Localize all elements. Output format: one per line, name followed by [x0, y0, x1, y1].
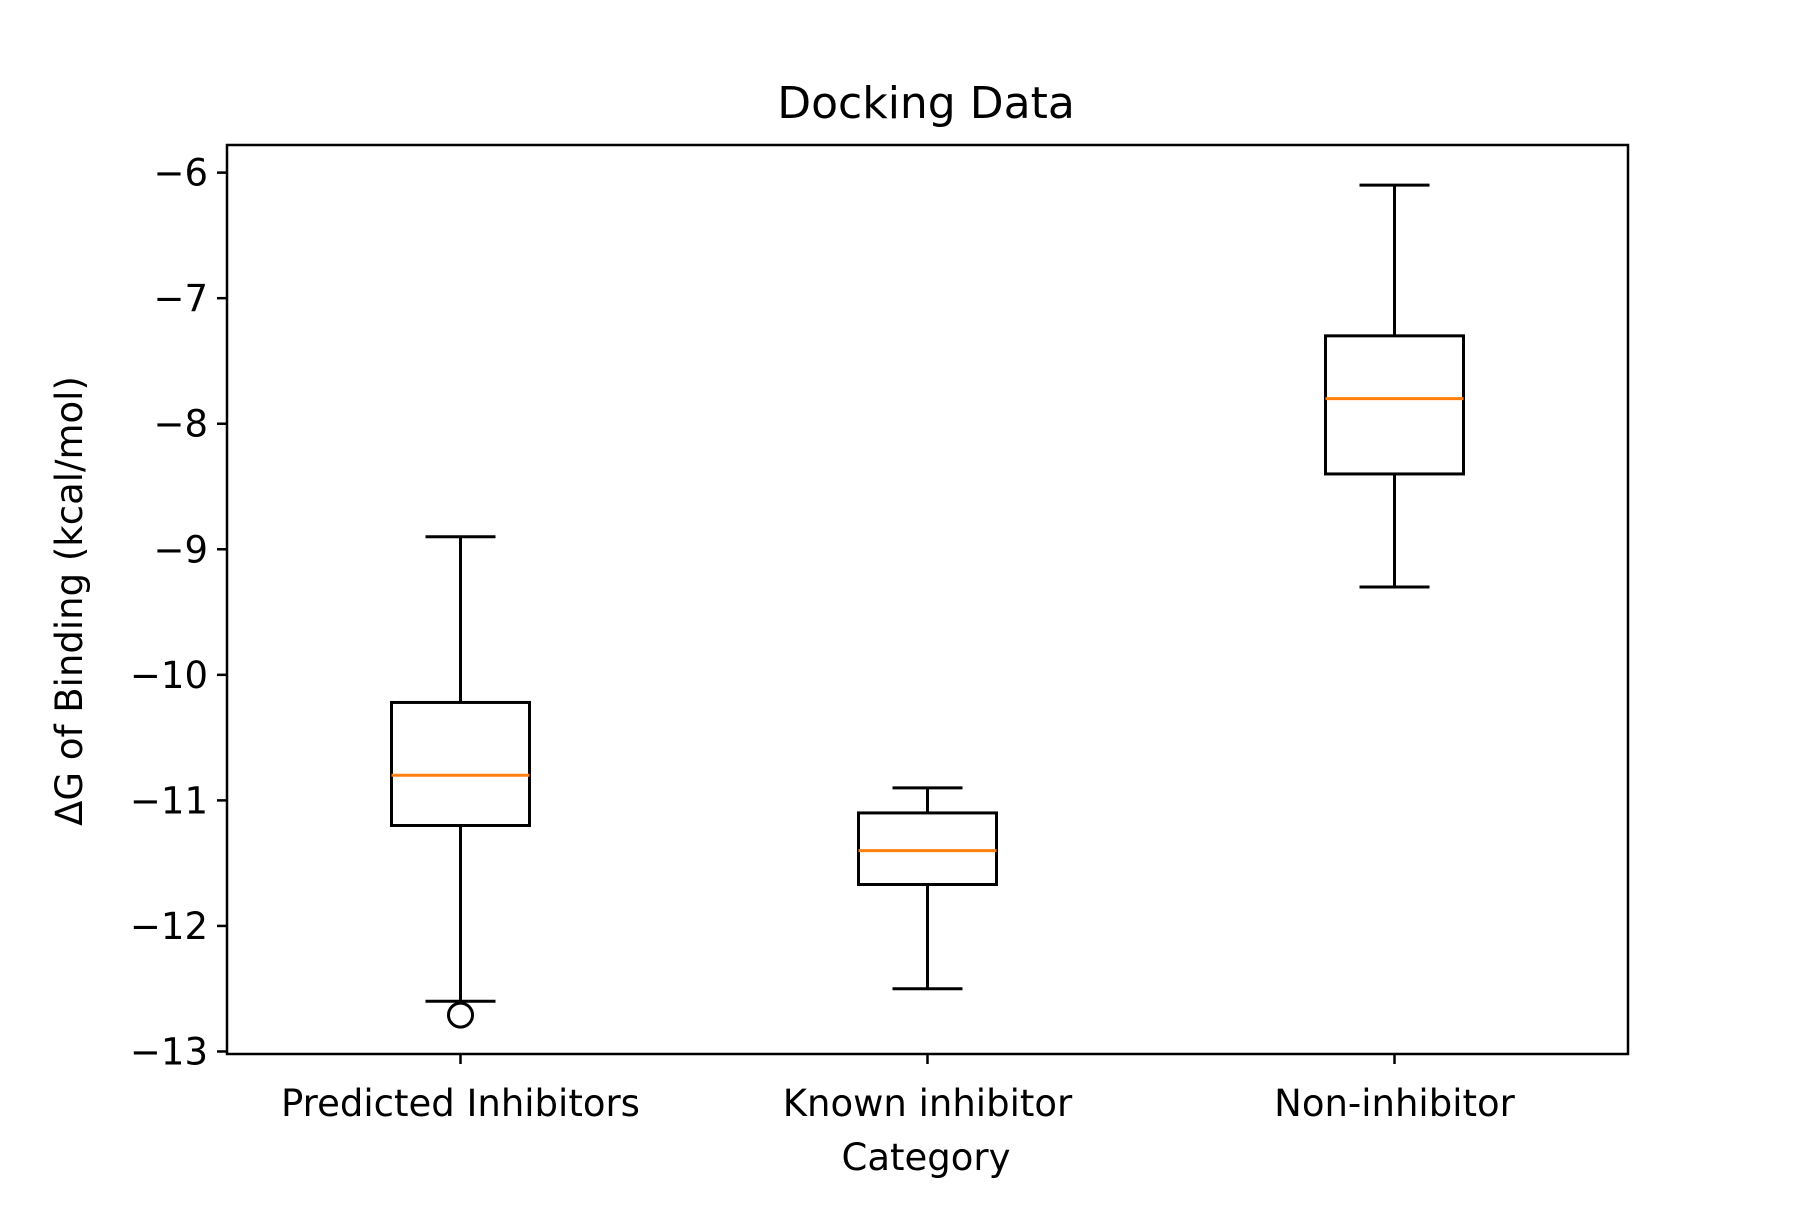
- y-tick-label: −8: [153, 403, 208, 446]
- y-tick-label: −13: [130, 1030, 208, 1073]
- x-axis-label: Category: [841, 1136, 1010, 1179]
- plot-area: −13 −12 −11 −10 −9 −8 −7 −6 Predicted Inhibitors…: [130, 143, 1630, 1125]
- box-iqr: [857, 811, 998, 887]
- box-iqr: [1324, 334, 1465, 476]
- y-tick-label: −7: [153, 277, 208, 320]
- y-tick-label: −6: [153, 152, 208, 195]
- y-axis-label: ΔG of Binding (kcal/mol): [48, 376, 91, 826]
- y-tick-label: −11: [130, 779, 208, 822]
- box-iqr: [390, 700, 531, 827]
- x-tick-label: Non-inhibitor: [1274, 1082, 1515, 1125]
- outlier-point: [447, 1001, 474, 1029]
- chart-title: Docking Data: [777, 78, 1075, 129]
- x-tick-label: Known inhibitor: [783, 1082, 1073, 1125]
- x-tick-label: Predicted Inhibitors: [281, 1082, 640, 1125]
- y-tick-label: −9: [153, 528, 208, 571]
- y-tick-label: −12: [130, 905, 208, 948]
- y-tick-label: −10: [130, 654, 208, 697]
